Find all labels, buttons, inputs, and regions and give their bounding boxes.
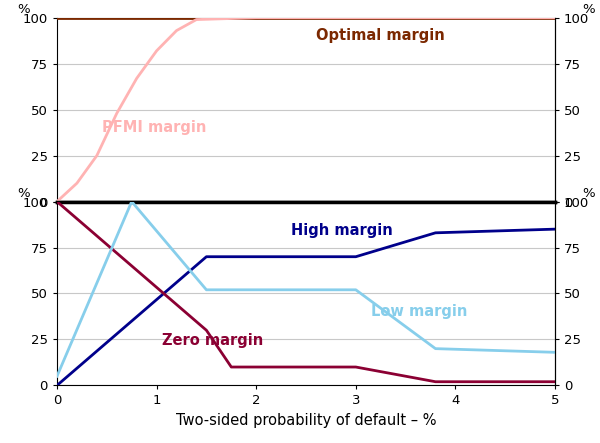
Text: %: % bbox=[17, 3, 29, 16]
Text: Zero margin: Zero margin bbox=[161, 333, 263, 348]
Text: High margin: High margin bbox=[291, 223, 393, 237]
Text: PFMI margin: PFMI margin bbox=[102, 120, 206, 135]
Text: Optimal margin: Optimal margin bbox=[316, 28, 445, 43]
Text: %: % bbox=[583, 3, 595, 16]
X-axis label: Two-sided probability of default – %: Two-sided probability of default – % bbox=[176, 413, 436, 428]
Text: %: % bbox=[583, 187, 595, 200]
Text: Low margin: Low margin bbox=[371, 303, 467, 319]
Text: %: % bbox=[17, 187, 29, 200]
